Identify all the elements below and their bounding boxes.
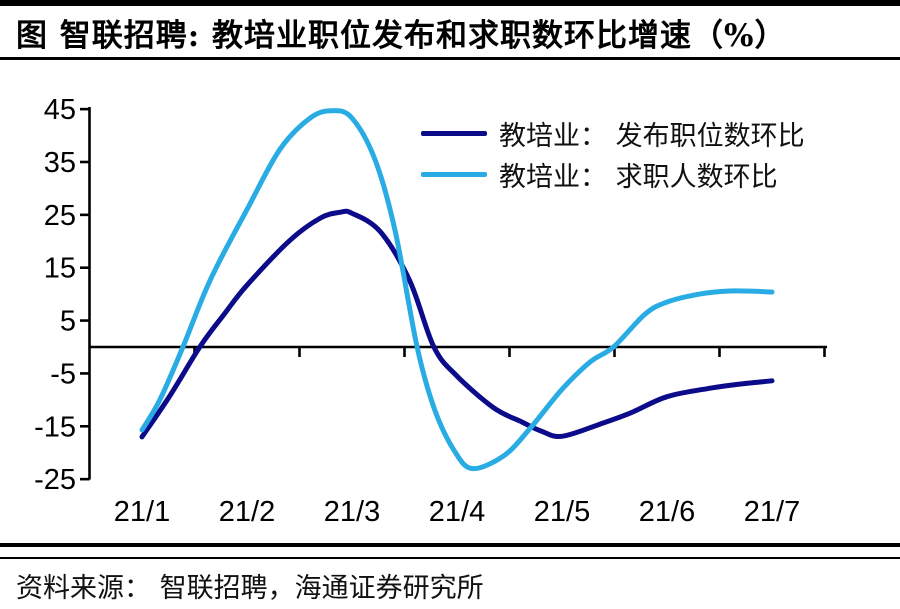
title-underline-rule bbox=[0, 57, 900, 60]
x-axis-tick-label: 21/5 bbox=[534, 496, 590, 528]
legend-label: 教培业： 发布职位数环比 bbox=[499, 120, 805, 152]
x-axis-tick-label: 21/7 bbox=[744, 496, 800, 528]
y-axis-tick-label: 5 bbox=[60, 306, 76, 338]
x-axis-tick-label: 21/4 bbox=[429, 496, 485, 528]
x-axis-tick-label: 21/3 bbox=[324, 496, 380, 528]
legend-item-posted-jobs: 教培业： 发布职位数环比 bbox=[421, 117, 805, 152]
legend-label: 教培业： 求职人数环比 bbox=[499, 161, 778, 193]
chart-legend: 教培业： 发布职位数环比 教培业： 求职人数环比 bbox=[421, 117, 805, 193]
y-axis-tick-label: 35 bbox=[44, 147, 76, 179]
y-axis-tick-label: 25 bbox=[44, 200, 76, 232]
y-axis-tick-label: 45 bbox=[44, 94, 76, 126]
top-border-rule bbox=[0, 0, 900, 6]
y-axis-tick-label: -25 bbox=[34, 464, 76, 496]
x-axis-tick-label: 21/1 bbox=[114, 496, 170, 528]
footer-rule-thick bbox=[0, 543, 900, 547]
legend-line-swatch-navy bbox=[421, 130, 487, 136]
footer-rule-thin bbox=[0, 557, 900, 559]
x-axis-tick-label: 21/6 bbox=[639, 496, 695, 528]
legend-line-swatch-cyan bbox=[421, 171, 487, 177]
chart-title: 图 智联招聘: 教培业职位发布和求职数环比增速（%） bbox=[16, 18, 787, 54]
series-line-1 bbox=[139, 108, 775, 472]
source-attribution: 资料来源： 智联招聘，海通证券研究所 bbox=[16, 573, 484, 604]
series-line-0 bbox=[139, 208, 775, 440]
y-axis-tick-label: -15 bbox=[34, 411, 76, 443]
y-axis-tick-label: -5 bbox=[50, 358, 76, 390]
legend-item-job-seekers: 教培业： 求职人数环比 bbox=[421, 158, 805, 193]
x-axis-tick-label: 21/2 bbox=[219, 496, 275, 528]
y-axis-tick-label: 15 bbox=[44, 253, 76, 285]
